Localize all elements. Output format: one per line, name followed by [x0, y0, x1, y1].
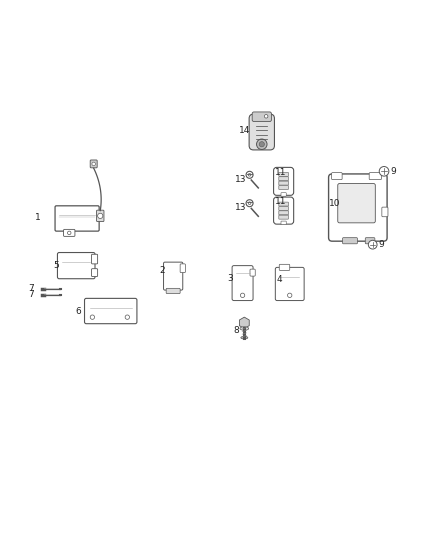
Circle shape [67, 231, 71, 235]
Ellipse shape [241, 336, 248, 339]
FancyBboxPatch shape [55, 206, 99, 231]
Text: 7: 7 [28, 284, 34, 293]
Circle shape [257, 139, 267, 149]
FancyBboxPatch shape [279, 215, 288, 219]
Text: 7: 7 [28, 290, 34, 300]
FancyBboxPatch shape [365, 238, 375, 244]
Circle shape [248, 174, 251, 176]
Text: 4: 4 [277, 275, 282, 284]
FancyBboxPatch shape [279, 181, 288, 185]
Circle shape [240, 293, 245, 297]
Text: 9: 9 [390, 167, 396, 176]
FancyBboxPatch shape [96, 210, 104, 222]
Circle shape [248, 202, 251, 205]
Text: 11: 11 [275, 197, 286, 206]
FancyBboxPatch shape [166, 288, 180, 294]
Circle shape [246, 200, 253, 207]
FancyBboxPatch shape [57, 253, 95, 279]
FancyBboxPatch shape [328, 174, 387, 241]
Circle shape [246, 171, 253, 179]
FancyBboxPatch shape [92, 269, 98, 277]
Circle shape [259, 142, 265, 147]
Text: 8: 8 [234, 326, 240, 335]
FancyBboxPatch shape [369, 173, 381, 180]
FancyBboxPatch shape [281, 221, 286, 224]
Circle shape [265, 115, 268, 118]
FancyBboxPatch shape [279, 206, 288, 211]
Circle shape [288, 293, 292, 297]
FancyBboxPatch shape [279, 177, 288, 181]
Text: 6: 6 [76, 306, 81, 316]
Circle shape [368, 240, 377, 249]
FancyBboxPatch shape [332, 173, 342, 180]
FancyBboxPatch shape [163, 262, 183, 290]
FancyBboxPatch shape [232, 265, 253, 301]
FancyBboxPatch shape [274, 167, 293, 195]
Text: 13: 13 [235, 175, 247, 184]
Text: 9: 9 [378, 240, 384, 249]
Polygon shape [240, 317, 249, 328]
Circle shape [90, 315, 95, 319]
FancyBboxPatch shape [92, 254, 98, 264]
FancyBboxPatch shape [279, 202, 288, 206]
FancyBboxPatch shape [279, 264, 290, 270]
FancyBboxPatch shape [343, 238, 357, 244]
Circle shape [125, 315, 130, 319]
Text: 14: 14 [239, 126, 250, 135]
FancyBboxPatch shape [249, 114, 275, 150]
Text: 1: 1 [35, 213, 40, 222]
Text: 5: 5 [53, 261, 59, 270]
FancyBboxPatch shape [279, 172, 288, 176]
FancyBboxPatch shape [252, 112, 272, 122]
FancyBboxPatch shape [276, 268, 304, 301]
FancyBboxPatch shape [338, 183, 375, 223]
FancyBboxPatch shape [281, 193, 286, 196]
Circle shape [98, 213, 103, 219]
Text: 13: 13 [235, 203, 247, 212]
FancyBboxPatch shape [382, 207, 388, 217]
Circle shape [379, 166, 389, 176]
FancyBboxPatch shape [279, 185, 288, 189]
FancyBboxPatch shape [250, 269, 255, 276]
Text: 2: 2 [159, 266, 165, 276]
FancyBboxPatch shape [180, 264, 185, 272]
FancyBboxPatch shape [274, 197, 293, 224]
Circle shape [92, 162, 95, 166]
FancyBboxPatch shape [279, 211, 288, 215]
Text: 10: 10 [329, 199, 340, 208]
Ellipse shape [240, 327, 249, 330]
Text: 3: 3 [228, 274, 233, 283]
FancyBboxPatch shape [85, 298, 137, 324]
FancyBboxPatch shape [64, 229, 75, 236]
Text: 11: 11 [275, 168, 286, 177]
FancyBboxPatch shape [90, 160, 97, 168]
